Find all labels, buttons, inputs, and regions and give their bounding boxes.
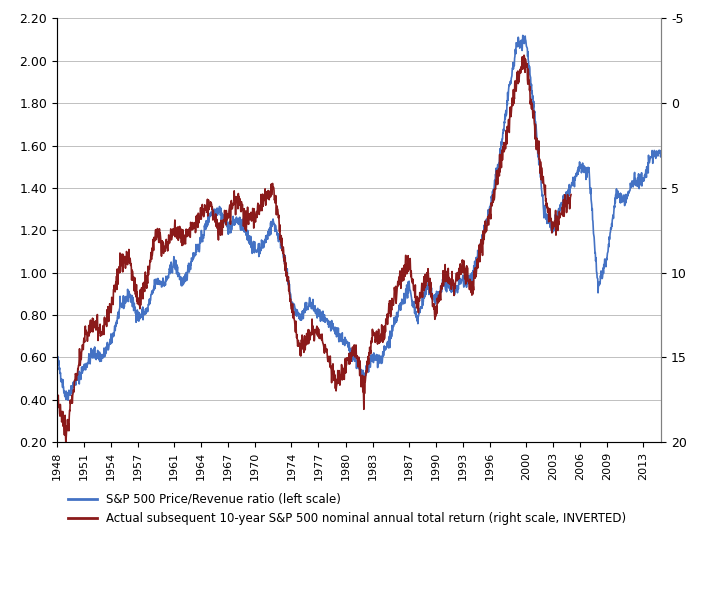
S&P 500 Price/Revenue ratio (left scale) (640, 174, 648, 182)
Line: Actual subsequent 10-year S&P 500 nominal annual total return (right scale, INVERTED): Actual subsequent 10-year S&P 500 nomina… (57, 55, 571, 442)
S&P 500 Price/Revenue ratio (left scale) (331, 324, 339, 331)
S&P 500 Price/Revenue ratio (left scale) (53, 352, 61, 359)
Actual subsequent 10-year S&P 500 nominal annual total return (right scale, INVERTED) (282, 270, 290, 278)
S&P 500 Price/Revenue ratio (left scale) (529, 104, 538, 111)
Actual subsequent 10-year S&P 500 nominal annual total return (right scale, INVERTED) (291, 328, 299, 336)
S&P 500 Price/Revenue ratio (left scale) (518, 32, 527, 39)
Actual subsequent 10-year S&P 500 nominal annual total return (right scale, INVERTED) (114, 281, 122, 288)
S&P 500 Price/Revenue ratio (left scale) (657, 153, 665, 160)
Legend: S&P 500 Price/Revenue ratio (left scale), Actual subsequent 10-year S&P 500 nomi: S&P 500 Price/Revenue ratio (left scale)… (63, 488, 631, 529)
Actual subsequent 10-year S&P 500 nominal annual total return (right scale, INVERTED) (346, 360, 354, 368)
Actual subsequent 10-year S&P 500 nominal annual total return (right scale, INVERTED) (520, 52, 528, 59)
Actual subsequent 10-year S&P 500 nominal annual total return (right scale, INVERTED) (271, 200, 279, 207)
S&P 500 Price/Revenue ratio (left scale) (64, 397, 73, 404)
Line: S&P 500 Price/Revenue ratio (left scale): S&P 500 Price/Revenue ratio (left scale) (57, 36, 661, 400)
S&P 500 Price/Revenue ratio (left scale) (640, 176, 648, 183)
Actual subsequent 10-year S&P 500 nominal annual total return (right scale, INVERTED) (53, 392, 61, 400)
S&P 500 Price/Revenue ratio (left scale) (84, 360, 92, 367)
Actual subsequent 10-year S&P 500 nominal annual total return (right scale, INVERTED) (567, 191, 575, 198)
S&P 500 Price/Revenue ratio (left scale) (347, 350, 356, 357)
Actual subsequent 10-year S&P 500 nominal annual total return (right scale, INVERTED) (92, 319, 101, 326)
Actual subsequent 10-year S&P 500 nominal annual total return (right scale, INVERTED) (62, 438, 70, 446)
